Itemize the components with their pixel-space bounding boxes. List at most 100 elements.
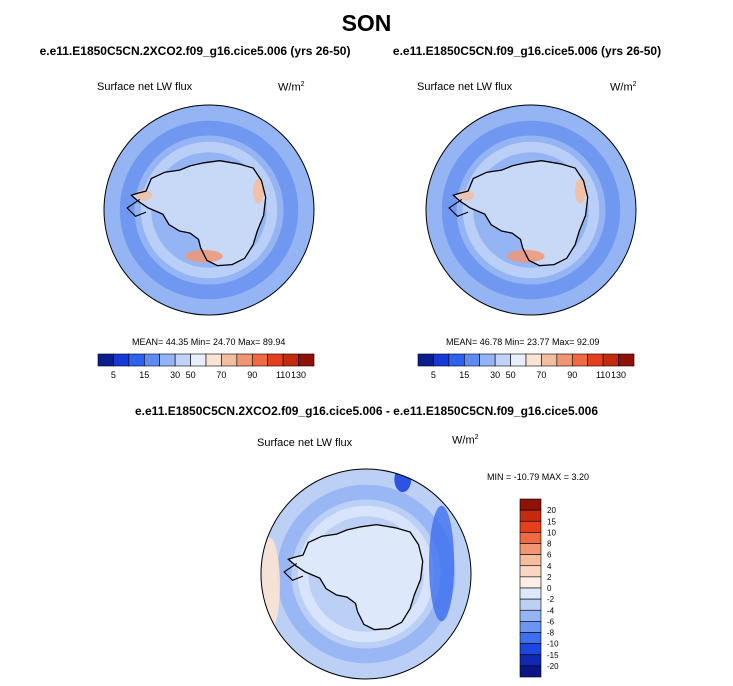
panel2-colorbar-tick-label: 30 xyxy=(490,370,500,380)
panel1-colorbar-tick-label: 130 xyxy=(291,370,306,380)
diff-colorbar-box xyxy=(519,509,542,522)
diff-colorbar-box xyxy=(519,554,542,567)
diff-negative-streak xyxy=(429,505,455,622)
diff-negative-spot xyxy=(394,469,412,493)
diff-colorbar-tick-label: -10 xyxy=(547,640,559,649)
panel2-colorbar-box xyxy=(525,353,542,367)
panel2-colorbar-box xyxy=(571,353,589,367)
panel2-contour-ring-inner xyxy=(462,141,600,279)
diff-map-group xyxy=(260,468,472,680)
panel1-colorbar-box xyxy=(298,353,315,367)
diff-colorbar-tick-label: -15 xyxy=(547,651,559,660)
panel2-colorbar-box xyxy=(587,353,604,367)
diff-continent-fill xyxy=(288,524,423,630)
diff-positive-edge xyxy=(261,537,280,632)
panel1-colorbar-box xyxy=(174,353,191,367)
panel2-warm-patch-ross xyxy=(506,249,545,263)
panel2-colorbar-tick-label: 70 xyxy=(536,370,546,380)
diff-colorbar-tick-label: 2 xyxy=(547,573,552,582)
panel2-colorbar-box xyxy=(479,353,496,367)
panel2-colorbar-box xyxy=(417,353,434,367)
diff-colorbar-tick-label: 20 xyxy=(547,506,556,515)
diff-title: e.e11.E1850C5CN.2XCO2.f09_g16.cice5.006 … xyxy=(135,404,598,418)
panel1-colorbar: 5 15 30 50 70 90 110 130 xyxy=(97,353,315,380)
diff-colorbar-box xyxy=(519,632,542,644)
panel2-colorbar-box xyxy=(448,353,465,367)
panel1-units-label: W/m2 xyxy=(278,81,305,94)
panel2-colorbar-tick-label: 90 xyxy=(567,370,577,380)
panel2-colorbar-box xyxy=(433,353,450,367)
diff-colorbar-tick-label: 0 xyxy=(547,584,552,593)
panel1-colorbar-tick-label: 15 xyxy=(139,370,149,380)
panel2-colorbar-box xyxy=(463,353,481,367)
panel1-colorbar-tick-label: 110 xyxy=(276,370,290,380)
panel1-colorbar-box xyxy=(282,353,299,367)
panel2-colorbar-tick-label: 15 xyxy=(459,370,469,380)
diff-colorbar-box xyxy=(519,643,542,656)
diff-colorbar-box xyxy=(519,520,542,533)
panel1-map-group xyxy=(103,104,315,316)
diff-colorbar-box xyxy=(519,621,542,633)
panel2-colorbar-box xyxy=(494,353,511,367)
diff-colorbar-box xyxy=(519,498,542,511)
panel1-warm-patch-ross xyxy=(184,249,223,263)
panel1-colorbar-tick-label: 5 xyxy=(111,370,116,380)
panel2-colorbar-tick-label: 50 xyxy=(506,370,516,380)
diff-colorbar-box xyxy=(519,654,542,667)
panel2-stats: MEAN= 46.78 Min= 23.77 Max= 92.09 xyxy=(446,337,600,347)
diff-colorbar-box xyxy=(519,543,542,555)
diff-colorbar-box xyxy=(519,532,542,544)
diff-colorbar-tick-label: 10 xyxy=(547,528,556,537)
panel2-units-label: W/m2 xyxy=(610,81,637,94)
diff-colorbar-tick-label: -2 xyxy=(547,595,555,604)
diff-colorbar-tick-label: 4 xyxy=(547,562,552,571)
panel1-colorbar-box xyxy=(97,353,114,367)
diff-colorbar-box xyxy=(519,565,542,578)
panel1-colorbar-box xyxy=(251,353,269,367)
diff-colorbar-tick-label: 15 xyxy=(547,517,556,526)
panel2-coastline xyxy=(452,160,589,267)
panel1-map-boundary xyxy=(103,104,315,316)
panel1-stats: MEAN= 44.35 Min= 24.70 Max= 89.94 xyxy=(132,337,286,347)
diff-colorbar-box xyxy=(519,587,542,600)
diff-units-label: W/m2 xyxy=(452,434,479,447)
panel2-colorbar: 5 15 30 50 70 90 110 130 xyxy=(417,353,635,380)
diff-colorbar-tick-label: -8 xyxy=(547,629,555,638)
panel1-contour-ring-outer xyxy=(119,120,299,300)
panel2-colorbar-tick-label: 130 xyxy=(611,370,626,380)
panel2-warm-patch-east xyxy=(575,178,586,204)
diff-colorbar-box xyxy=(519,609,542,622)
panel1-colorbar-box xyxy=(113,353,130,367)
panel2-continent-fill xyxy=(453,160,588,266)
diff-contour-ring-inner xyxy=(297,505,435,643)
panel1-coastline xyxy=(130,160,267,267)
panel1-colorbar-box xyxy=(221,353,238,367)
panel1-colorbar-box xyxy=(205,353,222,367)
panel2-colorbar-box xyxy=(602,353,619,367)
panel2-variable-label: Surface net LW flux xyxy=(417,81,513,93)
diff-stats: MIN = -10.79 MAX = 3.20 xyxy=(487,472,590,482)
diff-colorbar-tick-label: -4 xyxy=(547,606,555,615)
panel2-colorbar-tick-label: 110 xyxy=(596,370,610,380)
diff-colorbar-tick-label: -20 xyxy=(547,662,559,671)
panel1-warm-patch-east xyxy=(253,178,264,204)
panel2-colorbar-box xyxy=(510,353,527,367)
diff-variable-label: Surface net LW flux xyxy=(257,437,353,449)
panel1-colorbar-tick-label: 50 xyxy=(186,370,196,380)
panel1-colorbar-box xyxy=(143,353,161,367)
panel2-colorbar-box xyxy=(618,353,635,367)
diff-coastline xyxy=(287,523,424,631)
diff-colorbar-box xyxy=(519,665,542,678)
panel1-colorbar-box xyxy=(236,353,253,367)
page-title: SON xyxy=(341,10,392,36)
diff-colorbar-box xyxy=(519,598,542,611)
panel2-title: e.e11.E1850C5CN.f09_g16.cice5.006 (yrs 2… xyxy=(392,44,662,58)
diff-map-boundary xyxy=(260,468,472,680)
panel2-map-boundary xyxy=(425,104,637,316)
panel1-title: e.e11.E1850C5CN.2XCO2.f09_g16.cice5.006 … xyxy=(39,44,351,58)
panel1-contour-ring-inner xyxy=(140,141,278,279)
panel1-colorbar-tick-label: 90 xyxy=(247,370,257,380)
panel2-colorbar-box xyxy=(541,353,558,367)
